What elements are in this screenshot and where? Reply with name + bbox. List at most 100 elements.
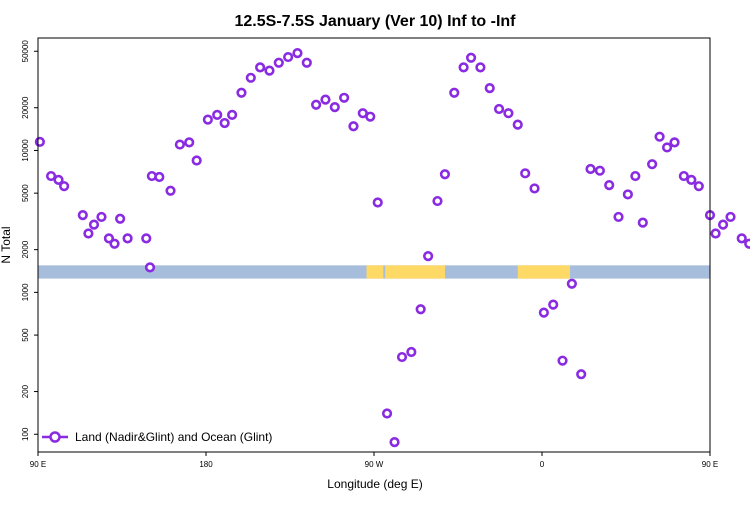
data-point — [191, 155, 202, 166]
data-point — [165, 185, 176, 196]
data-point — [693, 181, 704, 192]
data-point — [292, 48, 303, 59]
data-point — [115, 213, 126, 224]
data-point — [475, 62, 486, 73]
data-point — [736, 233, 747, 244]
y-tick-label: 1000 — [21, 283, 30, 301]
data-point — [45, 170, 57, 182]
y-tick-label: 100 — [21, 427, 30, 441]
data-point — [585, 163, 596, 175]
data-points — [34, 48, 750, 448]
data-point — [83, 228, 94, 239]
data-point — [154, 171, 165, 183]
data-point — [174, 139, 185, 150]
data-point — [604, 179, 615, 191]
plot-background — [38, 38, 710, 452]
legend-label: Land (Nadir&Glint) and Ocean (Glint) — [75, 430, 272, 444]
data-point — [53, 174, 64, 186]
x-axis-label: Longitude (deg E) — [327, 477, 422, 491]
data-point — [396, 351, 408, 363]
data-point — [339, 92, 350, 103]
data-point — [576, 369, 587, 380]
data-point — [529, 183, 540, 194]
y-tick-label: 10000 — [21, 139, 30, 162]
data-point — [678, 170, 689, 182]
y-tick-label: 500 — [21, 328, 30, 342]
x-tick-label: 0 — [540, 460, 545, 469]
data-point — [520, 168, 531, 179]
y-tick-label: 5000 — [21, 184, 30, 202]
legend: Land (Nadir&Glint) and Ocean (Glint) — [42, 430, 272, 444]
data-point — [348, 121, 359, 132]
y-tick-label: 2000 — [21, 240, 30, 258]
data-point — [710, 228, 721, 239]
data-point — [717, 219, 729, 230]
data-point — [144, 262, 156, 273]
data-point — [236, 87, 247, 98]
land-segment — [385, 265, 445, 279]
data-point — [406, 346, 417, 358]
data-point — [622, 189, 633, 200]
data-point — [744, 238, 750, 249]
x-tick-label: 180 — [199, 460, 213, 469]
data-point — [503, 108, 514, 119]
data-point — [594, 165, 605, 176]
data-point — [329, 102, 340, 113]
y-axis: 100 200 500 1000 2000 5000 10000 20000 50000 — [21, 40, 38, 441]
x-axis: 90 E 180 90 W 0 90 E — [30, 452, 718, 469]
data-point — [273, 57, 284, 68]
data-point — [96, 211, 107, 223]
data-point — [654, 131, 665, 142]
data-point — [415, 304, 426, 315]
data-point — [103, 233, 115, 244]
data-point — [372, 197, 383, 208]
data-point — [77, 210, 88, 221]
data-point — [512, 119, 523, 130]
data-point — [202, 114, 213, 125]
data-point — [661, 142, 673, 153]
y-tick-label: 200 — [21, 384, 30, 398]
data-point — [557, 355, 568, 366]
data-point — [301, 57, 312, 68]
data-point — [484, 83, 495, 94]
data-point — [647, 159, 658, 170]
y-axis-label: N Total — [0, 226, 13, 263]
land-segment — [517, 265, 570, 279]
data-point — [320, 94, 331, 105]
data-point — [88, 219, 100, 230]
data-point — [493, 103, 505, 115]
data-point — [283, 51, 294, 63]
data-point — [686, 174, 697, 186]
data-point — [566, 278, 577, 289]
plot-area — [34, 37, 750, 453]
data-point — [311, 99, 322, 110]
legend-marker — [49, 431, 61, 443]
data-point — [669, 137, 680, 148]
land-segment — [366, 265, 384, 279]
x-tick-label: 90 W — [365, 460, 384, 469]
data-point — [34, 136, 45, 147]
land-ocean-strip — [38, 265, 710, 279]
data-point — [637, 217, 648, 228]
data-point — [538, 307, 549, 318]
data-point — [381, 408, 393, 419]
data-point — [439, 169, 451, 180]
data-point — [432, 195, 443, 207]
data-point — [227, 109, 238, 121]
data-point — [245, 72, 256, 83]
data-point — [389, 437, 400, 448]
data-point — [725, 211, 736, 223]
y-tick-label: 20000 — [21, 96, 30, 119]
data-point — [458, 62, 469, 73]
x-tick-label: 90 E — [702, 460, 718, 469]
data-point — [449, 87, 460, 98]
data-point — [630, 170, 641, 182]
chart-title: 12.5S-7.5S January (Ver 10) Inf to -Inf — [235, 13, 517, 30]
data-point — [423, 251, 434, 262]
data-point — [613, 211, 624, 223]
data-point — [122, 233, 133, 244]
data-point — [141, 233, 152, 244]
data-point — [219, 117, 230, 129]
